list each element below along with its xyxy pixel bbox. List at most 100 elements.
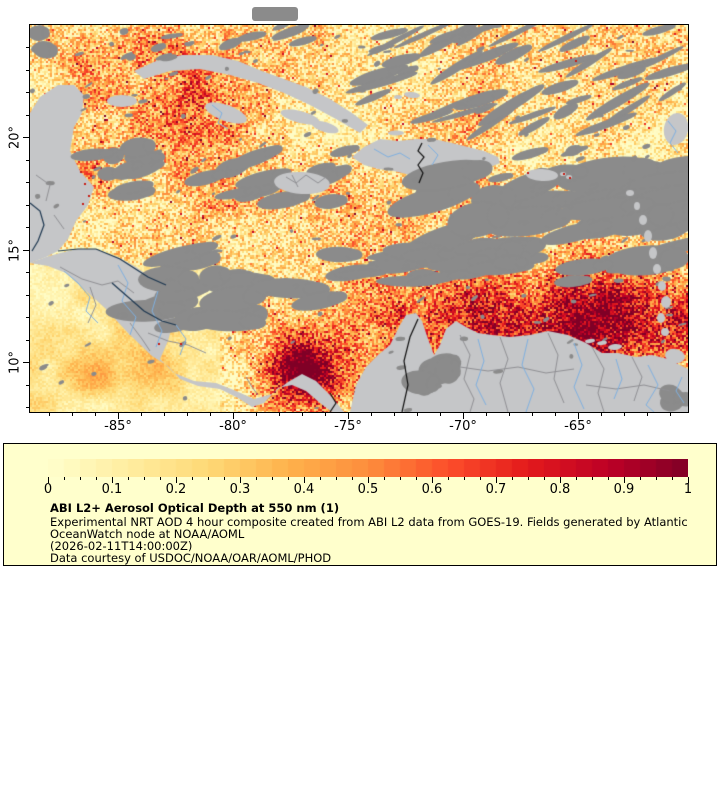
y-axis-minor-tick (26, 227, 29, 228)
y-tick-label: 15° (7, 238, 23, 263)
x-axis-minor-tick (95, 413, 96, 416)
colorbar-minor-tick (384, 477, 385, 480)
colorbar-tick-label: 0.2 (165, 482, 187, 497)
x-axis-minor-tick (394, 413, 395, 416)
colorbar-major-tick (176, 477, 177, 483)
x-tick-label: -65° (564, 419, 592, 434)
colorbar-tick-label: 0.1 (101, 482, 123, 497)
x-axis-minor-tick (509, 413, 510, 416)
y-axis-minor-tick (26, 182, 29, 183)
colorbar-minor-tick (656, 477, 657, 480)
x-axis-major-tick (348, 413, 349, 419)
x-tick-label: -75° (334, 419, 362, 434)
legend-line-2: OceanWatch node at NOAA/AOML (50, 527, 245, 541)
colorbar-minor-tick (352, 477, 353, 480)
colorbar-minor-tick (272, 477, 273, 480)
y-axis-minor-tick (26, 407, 29, 408)
y-axis-minor-tick (26, 115, 29, 116)
colorbar-minor-tick (64, 477, 65, 480)
x-axis-minor-tick (670, 413, 671, 416)
x-axis-minor-tick (624, 413, 625, 416)
map-frame (29, 24, 689, 413)
x-axis-minor-tick (440, 413, 441, 416)
x-axis-minor-tick (532, 413, 533, 416)
y-axis-minor-tick (26, 340, 29, 341)
colorbar-major-tick (688, 477, 689, 483)
colorbar-major-tick (48, 477, 49, 483)
colorbar-minor-tick (80, 477, 81, 480)
colorbar-tick-label: 0.4 (293, 482, 315, 497)
colorbar-minor-tick (528, 477, 529, 480)
x-axis-major-tick (118, 413, 119, 419)
colorbar-major-tick (496, 477, 497, 483)
x-tick-label: -70° (449, 419, 477, 434)
legend-title: ABI L2+ Aerosol Optical Depth at 550 nm … (50, 501, 340, 515)
y-axis-minor-tick (26, 47, 29, 48)
colorbar-major-tick (304, 477, 305, 483)
colorbar-minor-tick (224, 477, 225, 480)
colorbar-tick-label: 0.8 (549, 482, 571, 497)
legend-line-4: Data courtesy of USDOC/NOAA/OAR/AOML/PHO… (50, 551, 332, 565)
colorbar-minor-tick (128, 477, 129, 480)
x-axis-minor-tick (72, 413, 73, 416)
colorbar-major-tick (432, 477, 433, 483)
colorbar-tick-label: 0.9 (613, 482, 635, 497)
y-axis-minor-tick (26, 160, 29, 161)
y-axis-minor-tick (26, 272, 29, 273)
colorbar-minor-tick (208, 477, 209, 480)
x-axis-major-tick (578, 413, 579, 419)
x-axis-minor-tick (555, 413, 556, 416)
x-tick-label: -80° (219, 419, 247, 434)
x-axis-minor-tick (601, 413, 602, 416)
x-axis-minor-tick (49, 413, 50, 416)
colorbar-minor-tick (608, 477, 609, 480)
colorbar-minor-tick (96, 477, 97, 480)
colorbar-tick-label: 0.3 (229, 482, 251, 497)
colorbar-minor-tick (448, 477, 449, 480)
y-axis-minor-tick (26, 70, 29, 71)
colorbar-tick-label: 0.5 (357, 482, 379, 497)
colorbar-minor-tick (464, 477, 465, 480)
colorbar-minor-tick (544, 477, 545, 480)
x-axis-minor-tick (302, 413, 303, 416)
legend-panel: 0 0.1 0.2 0.3 0.4 0.5 0.6 0.7 0.8 0.9 1 ABI L2+ Ae… (3, 443, 717, 566)
colorbar-tick-label: 0 (43, 482, 53, 497)
x-axis-major-tick (233, 413, 234, 419)
colorbar-tick-label: 1 (683, 482, 693, 497)
legend-line-3: (2026-02-11T14:00:00Z) (50, 539, 193, 553)
y-axis-major-tick (23, 250, 29, 251)
y-tick-label: 20° (7, 125, 23, 150)
x-axis-minor-tick (486, 413, 487, 416)
legend-line-1: Experimental NRT AOD 4 hour composite cr… (50, 515, 688, 529)
cloud-artifact-above-frame (252, 7, 298, 21)
colorbar-minor-tick (672, 477, 673, 480)
colorbar-minor-tick (576, 477, 577, 480)
colorbar-minor-tick (144, 477, 145, 480)
colorbar-major-tick (560, 477, 561, 483)
x-axis-minor-tick (164, 413, 165, 416)
x-axis-minor-tick (325, 413, 326, 416)
y-axis-minor-tick (26, 92, 29, 93)
x-axis-minor-tick (256, 413, 257, 416)
x-axis-minor-tick (279, 413, 280, 416)
y-axis-minor-tick (26, 317, 29, 318)
x-axis-minor-tick (187, 413, 188, 416)
colorbar-tick-label: 0.6 (421, 482, 443, 497)
colorbar-tick-label: 0.7 (485, 482, 507, 497)
colorbar-major-tick (240, 477, 241, 483)
x-axis-minor-tick (371, 413, 372, 416)
colorbar-minor-tick (400, 477, 401, 480)
colorbar-minor-tick (336, 477, 337, 480)
colorbar-major-tick (112, 477, 113, 483)
x-axis-minor-tick (647, 413, 648, 416)
colorbar-minor-tick (640, 477, 641, 480)
x-axis-minor-tick (141, 413, 142, 416)
y-axis-minor-tick (26, 205, 29, 206)
colorbar-major-tick (624, 477, 625, 483)
x-tick-label: -85° (104, 419, 132, 434)
colorbar-minor-tick (512, 477, 513, 480)
y-axis-minor-tick (26, 385, 29, 386)
colorbar-minor-tick (256, 477, 257, 480)
colorbar-major-tick (368, 477, 369, 483)
